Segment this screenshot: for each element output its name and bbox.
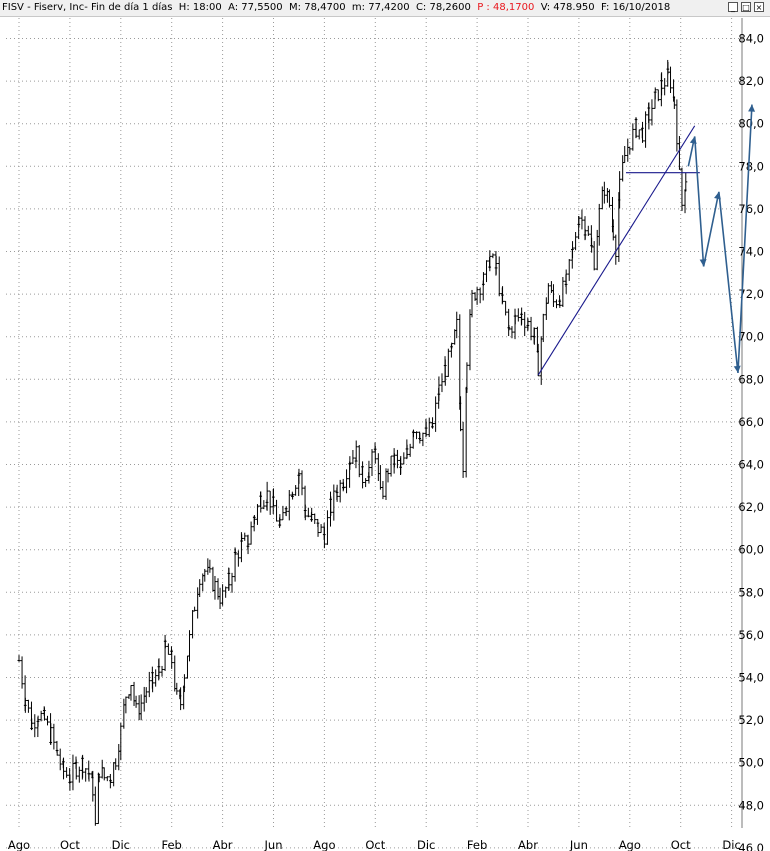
high-value: 78,4700 <box>304 2 346 13</box>
x-tick-label: Jun <box>264 838 283 851</box>
x-tick-label: Dic <box>112 838 130 851</box>
trendline-support <box>537 125 696 376</box>
window-controls: _ □ × <box>728 2 764 12</box>
x-tick-label: Abr <box>213 838 233 851</box>
p-label: P : <box>477 2 490 13</box>
a-label: A: <box>228 2 239 13</box>
y-tick-label: 72,0 <box>738 287 764 301</box>
projection-arrowhead <box>689 136 697 145</box>
y-tick-label: 54,0 <box>738 671 764 685</box>
y-tick-label: 50,0 <box>738 756 764 770</box>
x-tick-label: Oct <box>671 838 691 851</box>
x-tick-label: Dic <box>417 838 435 851</box>
y-tick-label: 46,0 <box>738 841 764 851</box>
f-label: F: <box>601 2 610 13</box>
volume-value: 478.950 <box>553 2 595 13</box>
x-tick-label: Jun <box>569 838 588 851</box>
y-tick-label: 52,0 <box>738 713 764 727</box>
minimize-button[interactable]: _ <box>728 2 738 12</box>
y-tick-label: 74,0 <box>738 245 764 259</box>
symbol: FISV <box>2 2 24 13</box>
company-name: Fiserv, Inc <box>33 2 85 13</box>
trendlines <box>537 125 700 376</box>
y-tick-label: 58,0 <box>738 585 764 599</box>
chart-title-bar: FISV - Fiserv, Inc- Fin de día 1 días H:… <box>0 0 770 17</box>
v-label: V: <box>540 2 551 13</box>
y-tick-label: 82,0 <box>738 74 764 88</box>
chart-grid <box>6 18 743 849</box>
projection-path <box>687 104 756 373</box>
low-value: 77,4200 <box>368 2 410 13</box>
c-label: C: <box>415 2 427 13</box>
date-value: 16/10/2018 <box>612 2 671 13</box>
projection-arrowhead <box>748 104 756 112</box>
open-value: 77,5500 <box>241 2 283 13</box>
close-value: 78,2600 <box>429 2 471 13</box>
projection-arrowhead <box>733 365 741 373</box>
m-label: M: <box>289 2 302 13</box>
p-value: 48,1700 <box>492 2 535 13</box>
x-tick-label: Feb <box>467 838 487 851</box>
y-tick-label: 62,0 <box>738 500 764 514</box>
maximize-button[interactable]: □ <box>741 2 751 12</box>
h-label: H: <box>178 2 190 13</box>
x-tick-label: Dic <box>722 838 740 851</box>
h-value: 18:00 <box>192 2 222 13</box>
y-tick-label: 48,0 <box>738 798 764 812</box>
x-tick-label: Oct <box>60 838 80 851</box>
x-tick-label: Oct <box>365 838 385 851</box>
price-series <box>17 59 688 826</box>
y-tick-label: 60,0 <box>738 543 764 557</box>
period: Fin de día 1 días <box>91 2 173 13</box>
close-button[interactable]: × <box>754 2 764 12</box>
low-label: m: <box>351 2 366 13</box>
x-axis-labels: Ago Oct Dic Feb Abr Jun Ago Oct Dic Feb Abr Jun Ago O… <box>8 838 741 851</box>
y-tick-label: 66,0 <box>738 415 764 429</box>
chart-title: FISV - Fiserv, Inc- Fin de día 1 días H:… <box>2 2 671 13</box>
x-tick-label: Ago <box>313 838 335 851</box>
y-tick-label: 56,0 <box>738 628 764 642</box>
projection-arrowhead <box>699 259 707 267</box>
y-tick-label: 78,0 <box>738 159 764 173</box>
y-tick-label: 64,0 <box>738 458 764 472</box>
y-axis-labels: 46,0 48,0 50,0 52,0 54,0 56,0 58,0 60,0 62,0 64,0… <box>738 32 764 851</box>
y-tick-label: 84,0 <box>738 32 764 46</box>
x-tick-label: Ago <box>619 838 641 851</box>
projection-arrowhead <box>714 191 721 200</box>
x-tick-label: Feb <box>162 838 182 851</box>
x-tick-label: Ago <box>8 838 30 851</box>
y-tick-label: 68,0 <box>738 372 764 386</box>
y-tick-label: 76,0 <box>738 202 764 216</box>
y-tick-label: 70,0 <box>738 330 764 344</box>
x-tick-label: Abr <box>518 838 538 851</box>
